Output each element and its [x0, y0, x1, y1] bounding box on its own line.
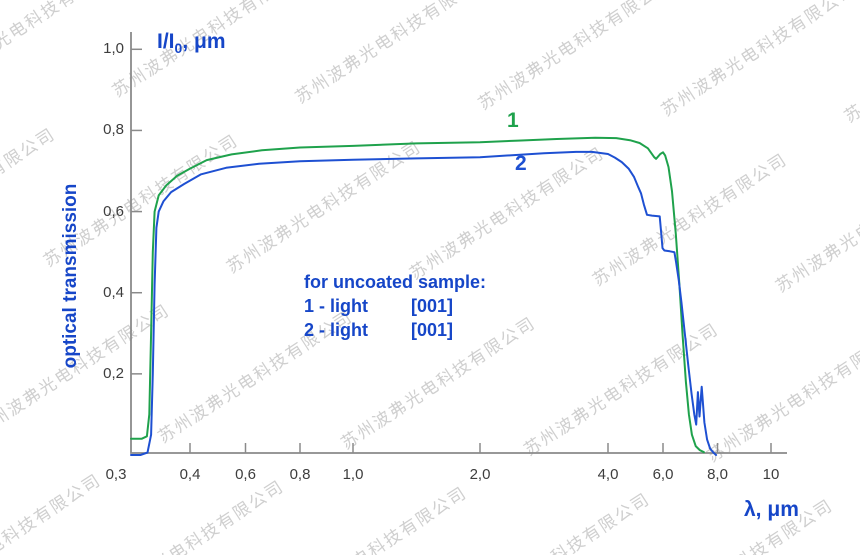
x-tick-label: 0,6: [235, 466, 256, 483]
legend-item-2: 2 - light [001]: [304, 318, 486, 342]
x-tick-label: 0,8: [289, 466, 311, 483]
legend-item-1-label: 1 - light: [304, 296, 368, 316]
x-tick-label: 0,4: [179, 466, 201, 483]
y-axis-top-title-pre: I/I: [157, 30, 175, 53]
x-tick-label: 6,0: [652, 466, 674, 483]
y-axis-top-title: I/I0, μm: [157, 30, 226, 56]
curve-2-label: 2: [515, 152, 527, 175]
legend: for uncoated sample: 1 - light [001] 2 -…: [304, 270, 486, 342]
legend-item-1-value: [001]: [411, 296, 454, 316]
legend-title: for uncoated sample:: [304, 272, 487, 292]
x-tick-label: 10: [762, 466, 780, 483]
y-tick-label: 0,2: [103, 364, 124, 382]
legend-item-1: 1 - light [001]: [304, 294, 486, 318]
y-tick-label: 0,6: [103, 202, 124, 220]
y-tick-label: 1,0: [103, 40, 124, 58]
y-tick-label: 0,4: [103, 283, 124, 301]
x-axis-label: λ, μm: [744, 498, 799, 521]
curve-1-label: 1: [507, 109, 519, 132]
y-axis-top-title-sub: 0: [174, 40, 183, 57]
x-tick-label: 1,0: [342, 466, 364, 483]
y-axis-side-label: optical transmission: [60, 183, 81, 369]
y-tick-label: 0,8: [103, 121, 124, 139]
x-tick-label: 0,3: [105, 466, 127, 483]
x-tick-label: 2,0: [469, 466, 491, 483]
x-tick-label: 8,0: [707, 466, 728, 483]
axes-lines: [130, 32, 787, 454]
curve-2-path: [130, 150, 718, 456]
legend-item-2-label: 2 - light: [304, 320, 368, 340]
x-tick-label: 4,0: [597, 466, 619, 483]
y-axis-top-title-post: , μm: [182, 30, 226, 53]
legend-item-2-value: [001]: [411, 320, 454, 340]
